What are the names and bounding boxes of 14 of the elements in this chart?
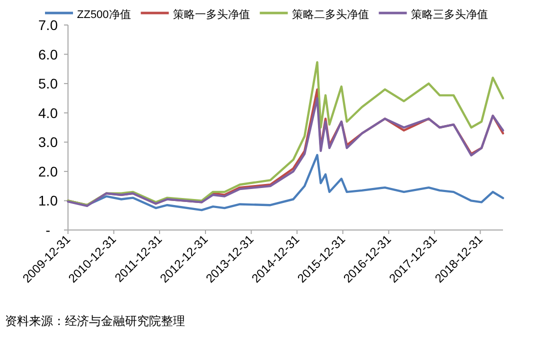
legend-label: 策略一多头净值 [172,8,250,21]
y-tick-label: 6.0 [38,46,58,62]
legend-label: 策略二多头净值 [292,8,369,21]
y-tick-label: 3.0 [38,134,58,150]
y-tick-label: 7.0 [38,17,58,33]
y-tick-label: 4.0 [38,104,58,121]
legend-label: 策略三多头净值 [410,8,488,21]
y-tick-label: 1.0 [38,192,58,209]
text: 资料来源：经济与金融研究院整理 [5,314,185,328]
line-series [66,61,504,206]
y-tick-label: 2.0 [38,163,58,180]
legend-label: ZZ500净值 [77,9,131,21]
y-tick-label: 5.0 [38,76,58,92]
y-tick-label: - [46,222,51,238]
